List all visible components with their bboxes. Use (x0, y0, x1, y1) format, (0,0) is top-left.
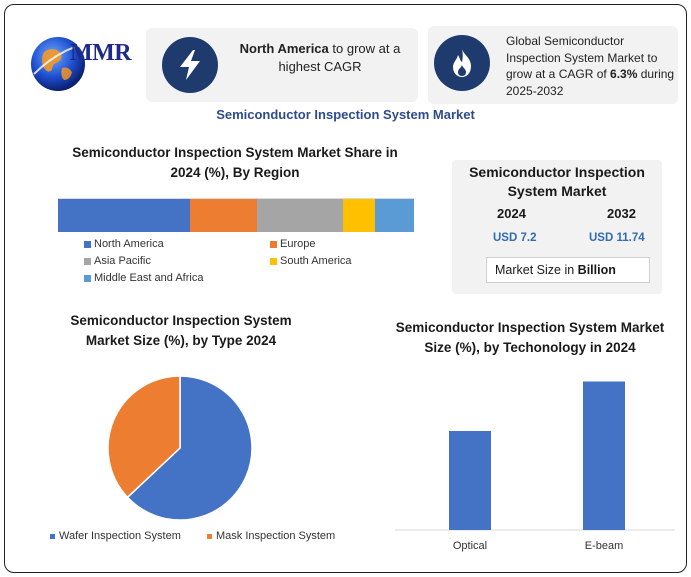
cagr-highlight-text: Global Semiconductor Inspection System M… (506, 34, 675, 98)
legend-swatch (207, 533, 212, 539)
value-2024: USD 7.2 (493, 232, 537, 244)
region-stacked-bar (58, 198, 414, 232)
logo-text: MMR (70, 40, 132, 66)
x-tick-label-optical: Optical (452, 540, 488, 552)
year-2024-label: 2024 (497, 206, 526, 221)
legend-label: Europe (280, 238, 316, 250)
technology-bar-chart (395, 381, 675, 531)
bar-segment-europe (189, 199, 258, 232)
growth-highlight-text: North America to grow at a highest CAGR (239, 41, 401, 74)
legend-item-europe: Europe (270, 238, 315, 250)
brand-logo (26, 28, 136, 98)
region-chart-title: Semiconductor Inspection System Market S… (72, 145, 398, 180)
bar-segment-middle-east-and-africa (374, 199, 414, 232)
bar-segment-south-america (342, 199, 375, 232)
bar-e-beam (583, 381, 625, 530)
type-chart-title: Semiconductor Inspection System Market S… (70, 313, 292, 348)
pie-slice-mask-inspection-system (107, 375, 181, 499)
legend-item-mask-inspection-system: Mask Inspection System (207, 530, 335, 542)
main-title: Semiconductor Inspection System Market (216, 107, 475, 122)
legend-item-asia-pacific: Asia Pacific (84, 255, 151, 267)
pie-slice-wafer-inspection-system (126, 375, 253, 521)
legend-item-north-america: North America (84, 238, 164, 250)
legend-swatch (84, 257, 91, 265)
legend-item-middle-east-and-africa: Middle East and Africa (84, 272, 203, 284)
legend-swatch (270, 240, 277, 248)
highlight-card-cagr: Global Semiconductor Inspection System M… (428, 26, 678, 104)
legend-label: Wafer Inspection System (59, 530, 181, 542)
technology-chart-title: Semiconductor Inspection System Market S… (395, 320, 665, 355)
legend-label: Middle East and Africa (94, 272, 204, 284)
globe-logo-icon (31, 37, 105, 91)
legend-swatch (84, 274, 91, 282)
x-tick-label-e-beam: E-beam (584, 540, 624, 552)
legend-label: South America (280, 255, 352, 267)
legend-item-wafer-inspection-system: Wafer Inspection System (50, 530, 181, 542)
year-2032-label: 2032 (607, 206, 636, 221)
legend-label: North America (94, 238, 164, 250)
highlight-card-growth: North America to grow at a highest CAGR (146, 28, 418, 102)
panel-title: Semiconductor Inspection System Market (469, 164, 645, 199)
legend-label: Asia Pacific (94, 255, 151, 267)
type-pie-chart (107, 375, 253, 521)
value-2032: USD 11.74 (589, 232, 645, 244)
market-size-panel: Semiconductor Inspection System Market 2… (452, 160, 662, 294)
bar-segment-north-america (58, 199, 190, 232)
unit-label: Market Size in Billion (486, 257, 650, 283)
legend-swatch (50, 533, 55, 539)
legend-label: Mask Inspection System (216, 530, 336, 542)
lightning-bolt-icon (162, 37, 218, 93)
bar-optical (449, 431, 491, 530)
bar-segment-asia-pacific (257, 199, 343, 232)
legend-swatch (84, 240, 91, 248)
legend-item-south-america: South America (270, 255, 352, 267)
legend-swatch (270, 257, 277, 265)
flame-icon (434, 35, 490, 91)
